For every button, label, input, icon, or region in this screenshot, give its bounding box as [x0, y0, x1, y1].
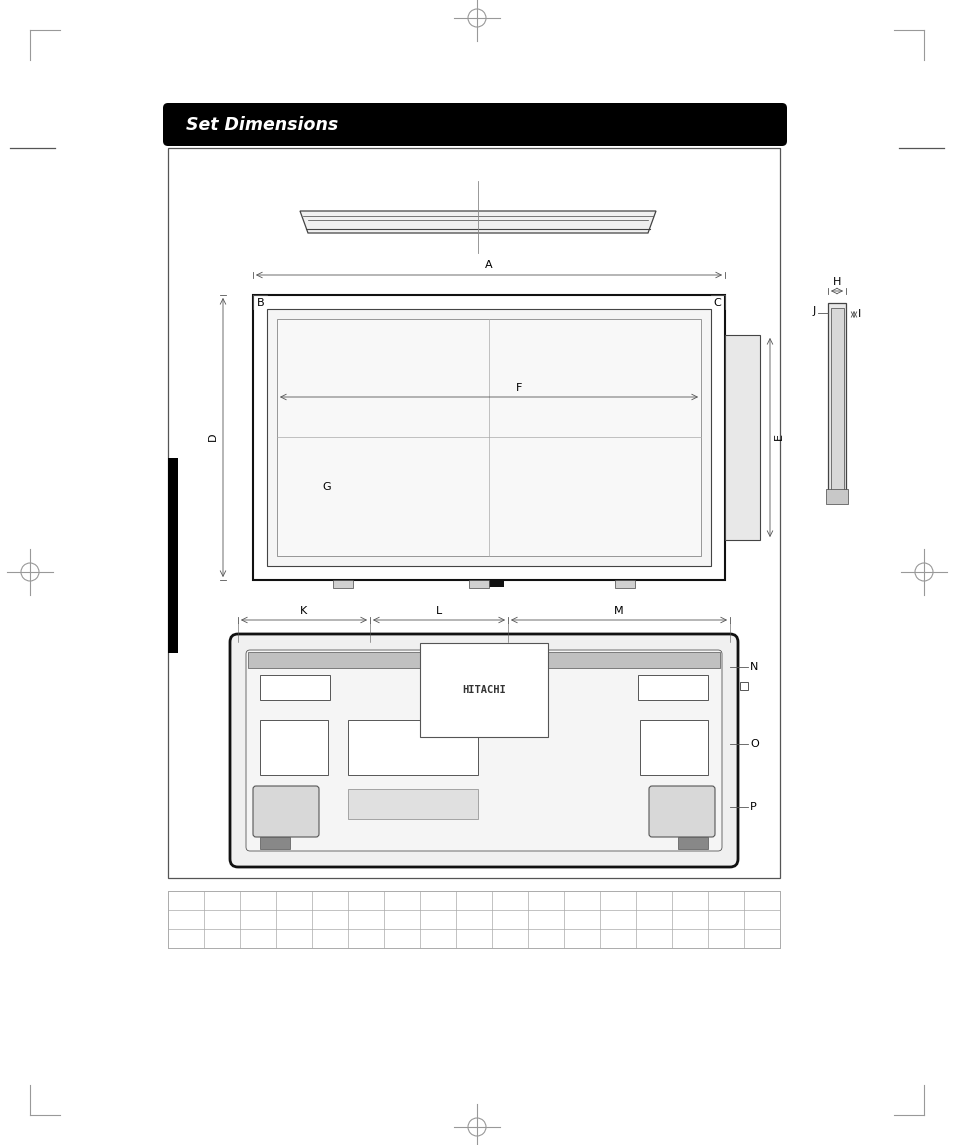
Bar — [348, 789, 477, 819]
Text: O: O — [749, 739, 758, 749]
Text: K: K — [300, 606, 307, 616]
Text: M: M — [614, 606, 623, 616]
Bar — [168, 148, 780, 878]
Bar — [267, 309, 710, 566]
Bar — [248, 652, 720, 668]
Text: F: F — [516, 382, 521, 393]
Bar — [678, 837, 707, 848]
Text: G: G — [322, 482, 331, 492]
Bar — [253, 295, 724, 581]
FancyBboxPatch shape — [230, 634, 738, 867]
Bar — [639, 720, 707, 775]
Bar — [740, 682, 747, 690]
Text: N: N — [749, 662, 758, 672]
Text: D: D — [208, 433, 218, 441]
Text: L: L — [436, 606, 441, 616]
FancyBboxPatch shape — [253, 785, 318, 837]
Text: C: C — [712, 298, 720, 308]
Text: HITACHI: HITACHI — [461, 685, 505, 695]
Text: H: H — [832, 277, 841, 287]
Bar — [276, 319, 700, 556]
Bar — [830, 308, 843, 496]
Bar — [260, 720, 328, 775]
Text: Set Dimensions: Set Dimensions — [186, 116, 338, 134]
Bar — [348, 720, 477, 775]
Bar — [168, 891, 780, 948]
Bar — [825, 489, 847, 504]
Text: B: B — [257, 298, 265, 308]
FancyBboxPatch shape — [246, 650, 721, 851]
Text: A: A — [485, 260, 493, 270]
Bar — [724, 335, 760, 540]
Bar — [615, 581, 635, 589]
Bar — [333, 581, 353, 589]
Bar — [638, 676, 707, 700]
Text: J: J — [812, 306, 815, 316]
Bar — [469, 581, 489, 589]
FancyBboxPatch shape — [163, 103, 786, 147]
Text: P: P — [749, 802, 756, 812]
Bar — [168, 458, 178, 653]
Bar — [260, 676, 330, 700]
Text: E: E — [773, 434, 783, 441]
Bar — [827, 303, 845, 502]
Polygon shape — [299, 211, 656, 232]
Bar — [474, 579, 503, 587]
Text: I: I — [857, 309, 861, 319]
Bar — [260, 837, 290, 848]
FancyBboxPatch shape — [648, 785, 714, 837]
